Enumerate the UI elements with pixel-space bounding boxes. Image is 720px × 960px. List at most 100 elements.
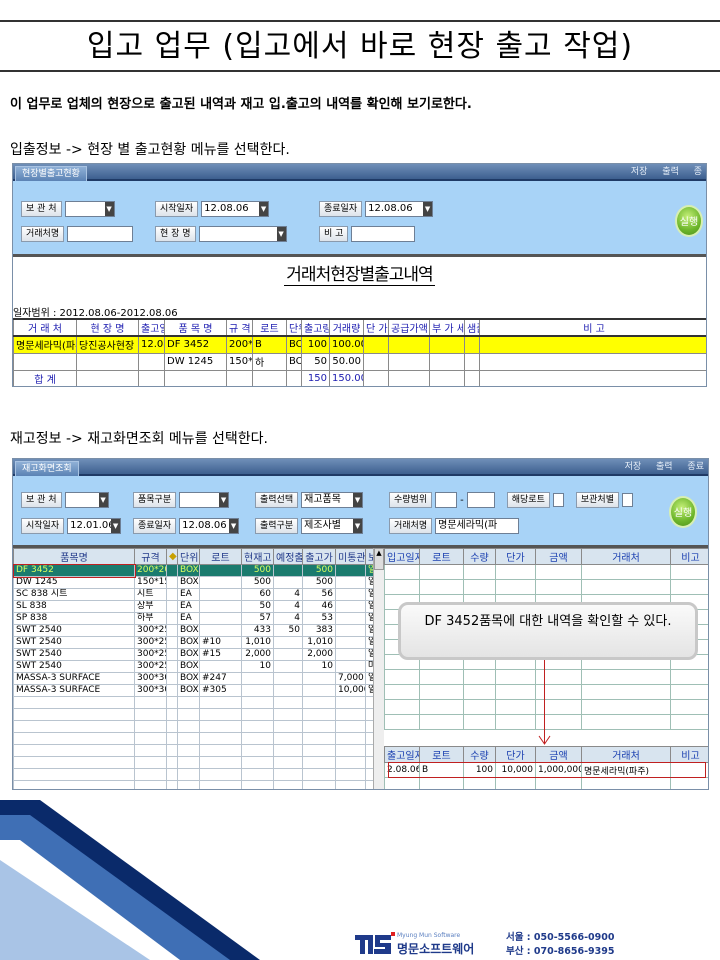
table-row[interactable]: SL 838상부EA50446일 [13,600,374,613]
column-header[interactable]: 출고가 [302,548,336,565]
column-header[interactable]: 현재고 [241,548,274,565]
report-table: 거 래 처현 장 명출고일자품 목 명규 격로트단위출고량거래량단 가공급가액부… [13,318,706,386]
sort-icon[interactable]: ◆ [169,551,177,562]
column-header[interactable]: 현 장 명 [76,318,139,337]
dropdown-arrow-icon[interactable]: ▼ [423,202,433,216]
column-header[interactable]: 품목명 [13,548,135,565]
column-header[interactable]: 규 격 [226,318,253,337]
column-header[interactable]: 단위 [286,318,302,337]
column-header[interactable]: 샘플 [464,318,480,337]
client-input[interactable] [67,226,134,242]
column-header[interactable]: 로트 [252,318,287,337]
column-header[interactable]: 미통관 [335,548,366,565]
dropdown-arrow-icon[interactable]: ▼ [353,493,363,507]
outbound-grid[interactable]: 출고일자로트수량단가금액거래처비고2.08.06B10010,0001,000,… [384,746,708,789]
empty-cell [670,684,708,700]
column-header[interactable]: 단위 [177,548,200,565]
window-tab[interactable]: 재고화면조회 [15,461,79,476]
storage-select[interactable]: ▼ [64,492,109,508]
column-header[interactable]: 비고 [670,548,708,565]
dropdown-arrow-icon[interactable]: ▼ [276,227,286,241]
lot-checkbox[interactable] [552,493,564,507]
cell [241,672,274,685]
scroll-up-icon[interactable]: ▲ [374,548,384,570]
dropdown-arrow-icon[interactable]: ▼ [98,493,108,507]
empty-cell [495,714,536,730]
column-header[interactable]: 금액 [535,746,582,763]
cell: 7,000 [335,672,366,685]
start-date-input[interactable]: 12.01.06 ▼ [67,518,122,534]
column-header[interactable]: 거래처 [581,548,671,565]
end-date-input[interactable]: 12.08.06 ▼ [365,201,434,217]
column-header[interactable]: 출고일자 [138,318,165,337]
total-row[interactable]: 합 계 150 150.00 [13,369,706,386]
column-header[interactable]: 수량 [463,746,496,763]
qty-from-input[interactable] [435,492,458,508]
window-tab[interactable]: 현장별출고현황 [15,166,87,181]
column-header[interactable]: 단가 [495,746,536,763]
cell: #15 [199,648,242,661]
column-header[interactable]: 비 고 [479,318,706,337]
qty-to-input[interactable] [466,492,495,508]
grid-scrollbar[interactable]: ▲ [373,548,384,789]
site-select[interactable]: ▼ [198,226,287,242]
output-select[interactable]: 재고품목 ▼ [301,492,364,508]
dropdown-arrow-icon[interactable]: ▼ [353,519,363,533]
column-header[interactable]: 품 목 명 [164,318,227,337]
table-row[interactable]: SP 838하부EA57453일 [13,612,374,625]
empty-cell [463,714,496,730]
item-type-select[interactable]: ▼ [179,492,230,508]
cell [388,335,430,354]
column-header[interactable]: 로트 [419,746,464,763]
column-header[interactable]: 규격 [134,548,167,565]
output-type-select[interactable]: 제조사별 ▼ [301,518,364,534]
column-header[interactable]: 부 가 세 [429,318,465,337]
column-header[interactable]: 출고량 [301,318,330,337]
client-input[interactable]: 명문세라믹(파 [435,518,520,534]
column-header[interactable]: 입고일자 [384,548,420,565]
column-header[interactable]: 공급가액 [388,318,430,337]
cell: BOX [177,564,200,577]
dropdown-arrow-icon[interactable]: ▼ [219,493,229,507]
dropdown-arrow-icon[interactable]: ▼ [259,202,269,216]
column-header[interactable]: 거 래 처 [13,318,77,337]
column-header[interactable]: 로트 [199,548,242,565]
dropdown-arrow-icon[interactable]: ▼ [111,519,121,533]
column-header[interactable]: 금액 [535,548,582,565]
dropdown-arrow-icon[interactable]: ▼ [229,519,239,533]
window-menu[interactable]: 저장 출력 종 [630,167,702,177]
dropdown-arrow-icon[interactable]: ▼ [104,202,114,216]
cell [335,648,366,661]
column-header[interactable]: 출고일자 [384,746,420,763]
column-header[interactable]: ◆ [166,548,178,565]
column-header[interactable]: 로트 [419,548,464,565]
start-date-input[interactable]: 12.08.06 ▼ [201,201,270,217]
column-header[interactable]: 거래량 [329,318,364,337]
table-row[interactable]: 2.08.06 B 100 10,000 1,000,000 명문세라믹(파주) [384,762,708,778]
column-header[interactable]: 단 가 [363,318,389,337]
storage-select[interactable]: ▼ [64,201,115,217]
column-header[interactable]: 예정출 [273,548,303,565]
note-input[interactable] [351,226,416,242]
end-date-input[interactable]: 12.08.06 ▼ [179,518,240,534]
by-storage-checkbox[interactable] [621,493,633,507]
run-button[interactable]: 실행 [669,496,697,528]
column-header[interactable]: 단가 [495,548,536,565]
window-menu[interactable]: 저장 출력 종료 [624,462,704,472]
column-header[interactable]: 비고 [670,746,708,763]
column-header[interactable]: 거래처 [581,746,671,763]
run-button[interactable]: 실행 [675,205,703,237]
column-header[interactable]: 수량 [463,548,496,565]
table-row[interactable]: SC 838 시트시트EA60456일 [13,588,374,601]
